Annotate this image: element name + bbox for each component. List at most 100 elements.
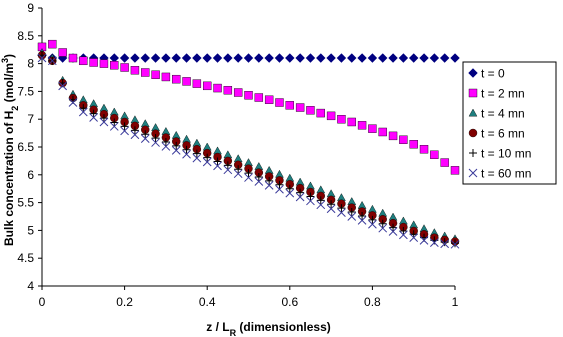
- point: [244, 169, 253, 178]
- point: [326, 53, 336, 63]
- point: [68, 98, 78, 107]
- legend-marker: [469, 149, 477, 157]
- point: [79, 56, 88, 66]
- point: [182, 145, 191, 154]
- point: [130, 126, 139, 135]
- x-axis-title-part: z / L: [206, 320, 229, 334]
- legend-label: t = 10 mn: [481, 147, 531, 161]
- legend-label: t = 60 mn: [481, 167, 531, 181]
- point: [337, 114, 346, 124]
- point: [212, 53, 223, 63]
- point: [285, 184, 294, 193]
- point: [399, 226, 408, 235]
- point: [439, 53, 450, 63]
- y-tick-label: 9: [27, 1, 34, 15]
- point: [213, 83, 222, 93]
- point: [213, 157, 222, 166]
- point: [368, 215, 377, 224]
- point: [99, 59, 109, 68]
- point: [89, 58, 98, 67]
- point: [295, 192, 305, 202]
- y-axis-title-part: ): [2, 54, 16, 58]
- point: [243, 53, 254, 63]
- point: [306, 196, 315, 206]
- point: [202, 53, 212, 63]
- y-axis-title-part: 3: [0, 58, 10, 63]
- point: [326, 111, 336, 121]
- point: [295, 103, 305, 112]
- point: [254, 53, 264, 63]
- point: [440, 238, 449, 247]
- point: [182, 149, 191, 159]
- y-axis-title-part: 2: [10, 106, 20, 111]
- point: [233, 169, 243, 179]
- point: [347, 208, 356, 217]
- point: [192, 53, 202, 63]
- legend-marker: [468, 108, 478, 117]
- point: [89, 113, 98, 122]
- legend-label: t = 2 mn: [481, 87, 525, 101]
- point: [172, 141, 181, 150]
- point: [388, 53, 398, 63]
- point: [440, 239, 450, 249]
- point: [89, 109, 98, 118]
- legend-marker: [468, 168, 478, 178]
- point: [440, 158, 449, 167]
- point: [399, 230, 408, 240]
- point: [130, 66, 140, 75]
- point: [388, 131, 398, 141]
- point: [192, 149, 201, 158]
- point: [389, 223, 398, 232]
- legend-box: [462, 61, 557, 185]
- point: [429, 238, 439, 247]
- legend-marker: [468, 128, 478, 138]
- legend-marker: [468, 68, 478, 78]
- point: [161, 137, 170, 146]
- y-tick-label: 5: [27, 223, 34, 237]
- point: [244, 91, 253, 100]
- point: [58, 81, 68, 91]
- point: [419, 236, 429, 245]
- point: [264, 53, 274, 63]
- point: [109, 122, 119, 131]
- point: [254, 177, 264, 186]
- point: [233, 88, 243, 97]
- y-axis-title-part: (mol/m: [2, 63, 16, 106]
- point: [140, 53, 150, 63]
- point: [347, 212, 357, 221]
- point: [450, 166, 460, 175]
- point: [161, 53, 171, 63]
- point: [192, 153, 202, 163]
- point: [357, 121, 367, 130]
- point: [120, 122, 129, 131]
- point: [305, 53, 316, 63]
- point: [306, 106, 315, 115]
- point: [48, 39, 57, 49]
- point: [419, 53, 429, 63]
- point: [151, 70, 160, 79]
- point: [119, 53, 130, 63]
- x-tick-label: 0.4: [199, 295, 216, 309]
- point: [141, 68, 150, 77]
- point: [181, 53, 192, 63]
- legend-label: t = 4 mn: [481, 107, 525, 121]
- point: [430, 150, 439, 159]
- point: [378, 219, 387, 228]
- legend-marker: [468, 88, 478, 98]
- point: [202, 157, 212, 167]
- point: [182, 77, 191, 86]
- y-tick-label: 7: [27, 112, 34, 126]
- point: [140, 134, 150, 144]
- point: [368, 124, 377, 133]
- point: [264, 95, 274, 104]
- point: [171, 53, 181, 63]
- y-axis-title-part: Bulk concentration of H: [2, 111, 16, 246]
- point: [295, 53, 305, 63]
- point: [408, 53, 419, 63]
- point: [378, 223, 388, 233]
- point: [150, 53, 161, 63]
- point: [316, 200, 326, 210]
- point: [130, 53, 140, 63]
- point: [110, 118, 119, 127]
